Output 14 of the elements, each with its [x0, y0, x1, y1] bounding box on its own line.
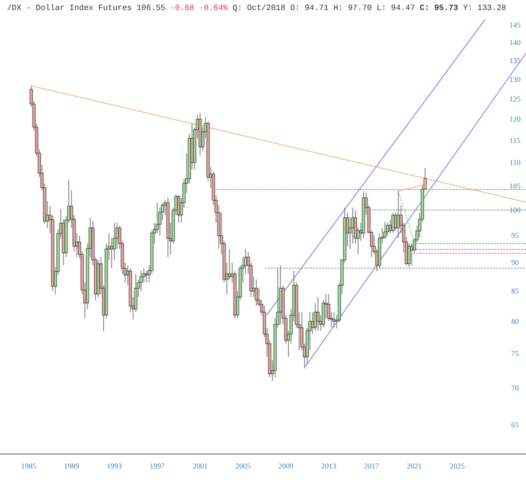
candlestick — [407, 243, 411, 268]
candlestick — [254, 279, 258, 306]
candlestick — [396, 190, 400, 239]
text: -0.68 -0.64% — [170, 4, 228, 13]
candlestick — [332, 312, 336, 328]
candlestick — [144, 270, 148, 283]
candlestick — [177, 195, 180, 224]
annotation: Y: 133.28 — [463, 4, 506, 13]
candlestick — [110, 238, 114, 269]
candlestick — [410, 243, 414, 266]
text: /DX - Dollar Index Futures 106.55 — [7, 4, 166, 13]
annotation: Q: Oct/2018 O: 94.71 H: 97.70 L: 94.47 — [232, 4, 416, 13]
annotation: C: 95.73 — [420, 4, 458, 13]
candlestick — [316, 296, 320, 332]
